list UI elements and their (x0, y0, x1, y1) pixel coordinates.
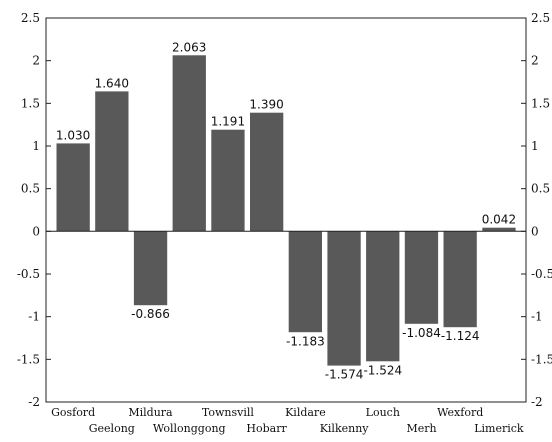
y-tick-label-right: 2 (531, 54, 539, 68)
category-label-hobarr: Hobarr (246, 422, 287, 435)
value-label-louch: -1.524 (363, 363, 402, 377)
y-tick-label-left: 1 (32, 139, 40, 153)
bars-layer (56, 55, 516, 366)
y-tick-label-right: -1.5 (531, 352, 552, 366)
value-labels-layer: 1.030 1.640 -0.866 2.063 1.191 1.390 -1.183 -1.… (56, 40, 516, 381)
value-label-mildura: -0.866 (131, 307, 170, 321)
y-tick-label-right: -0.5 (531, 267, 552, 281)
plot-frame-layer (45, 17, 527, 403)
value-label-hobarr: 1.390 (249, 98, 283, 112)
y-tick-label-right: 0 (531, 224, 539, 238)
value-label-kildare: -1.183 (286, 334, 325, 348)
y-tick-label-right: -2 (531, 395, 543, 409)
category-labels-layer: Gosford Geelong Mildura Wollonggong Townsvil… (51, 406, 524, 435)
category-label-wollonggong: Wollonggong (153, 422, 226, 435)
bar-kilkenny (327, 231, 361, 366)
category-label-townsvill: Townsvill (202, 406, 255, 419)
category-label-mildura: Mildura (128, 406, 173, 419)
y-tick-label-left: -1.5 (17, 352, 40, 366)
y-tick-label-left: 1.5 (21, 96, 40, 110)
y-tick-label-right: -1 (531, 310, 543, 324)
category-label-limerick: Limerick (474, 422, 524, 435)
category-label-geelong: Geelong (89, 422, 135, 435)
value-label-wexford: -1.124 (441, 329, 480, 343)
value-label-kilkenny: -1.574 (325, 368, 364, 382)
y-tick-label-right: 1.5 (531, 96, 550, 110)
bar-gosford (56, 143, 90, 232)
y-tick-label-right: 1 (531, 139, 539, 153)
category-label-kilkenny: Kilkenny (320, 422, 370, 435)
bar-wexford (443, 231, 477, 328)
y-tick-label-right: 2.5 (531, 11, 550, 25)
bar-louch (366, 231, 400, 362)
category-label-gosford: Gosford (51, 406, 95, 419)
value-label-geelong: 1.640 (95, 76, 129, 90)
y-tick-label-left: 0.5 (21, 182, 40, 196)
plot-frame (45, 17, 527, 403)
value-label-townsvill: 1.191 (211, 115, 245, 129)
y-tick-label-left: -2 (28, 395, 40, 409)
category-label-wexford: Wexford (437, 406, 483, 419)
y-tick-label-left: 2 (32, 54, 40, 68)
category-label-merh: Merh (406, 422, 436, 435)
value-label-gosford: 1.030 (56, 128, 90, 142)
bar-townsvill (211, 129, 245, 232)
y-tick-label-left: 2.5 (21, 11, 40, 25)
value-label-wollonggong: 2.063 (172, 40, 206, 54)
y-tick-label-left: -0.5 (17, 267, 40, 281)
value-label-merh: -1.084 (402, 326, 441, 340)
value-label-limerick: 0.042 (482, 213, 516, 227)
category-label-louch: Louch (366, 406, 400, 419)
y-tick-label-left: 0 (32, 224, 40, 238)
bar-hobarr (250, 112, 284, 232)
bar-geelong (95, 91, 129, 232)
ticks-layer: 2.5 2.5 2 2 1.5 1.5 1 1 0.5 0.5 0 0 -0.5 -0.5 -1 -1 -1.5… (17, 11, 552, 409)
bar-kildare (288, 231, 322, 333)
category-label-kildare: Kildare (285, 406, 326, 419)
y-tick-label-left: -1 (28, 310, 40, 324)
bar-limerick (482, 227, 516, 232)
y-tick-label-right: 0.5 (531, 182, 550, 196)
bar-wollonggong (172, 55, 206, 232)
bar-merh (404, 231, 439, 324)
bar-mildura (133, 231, 168, 306)
